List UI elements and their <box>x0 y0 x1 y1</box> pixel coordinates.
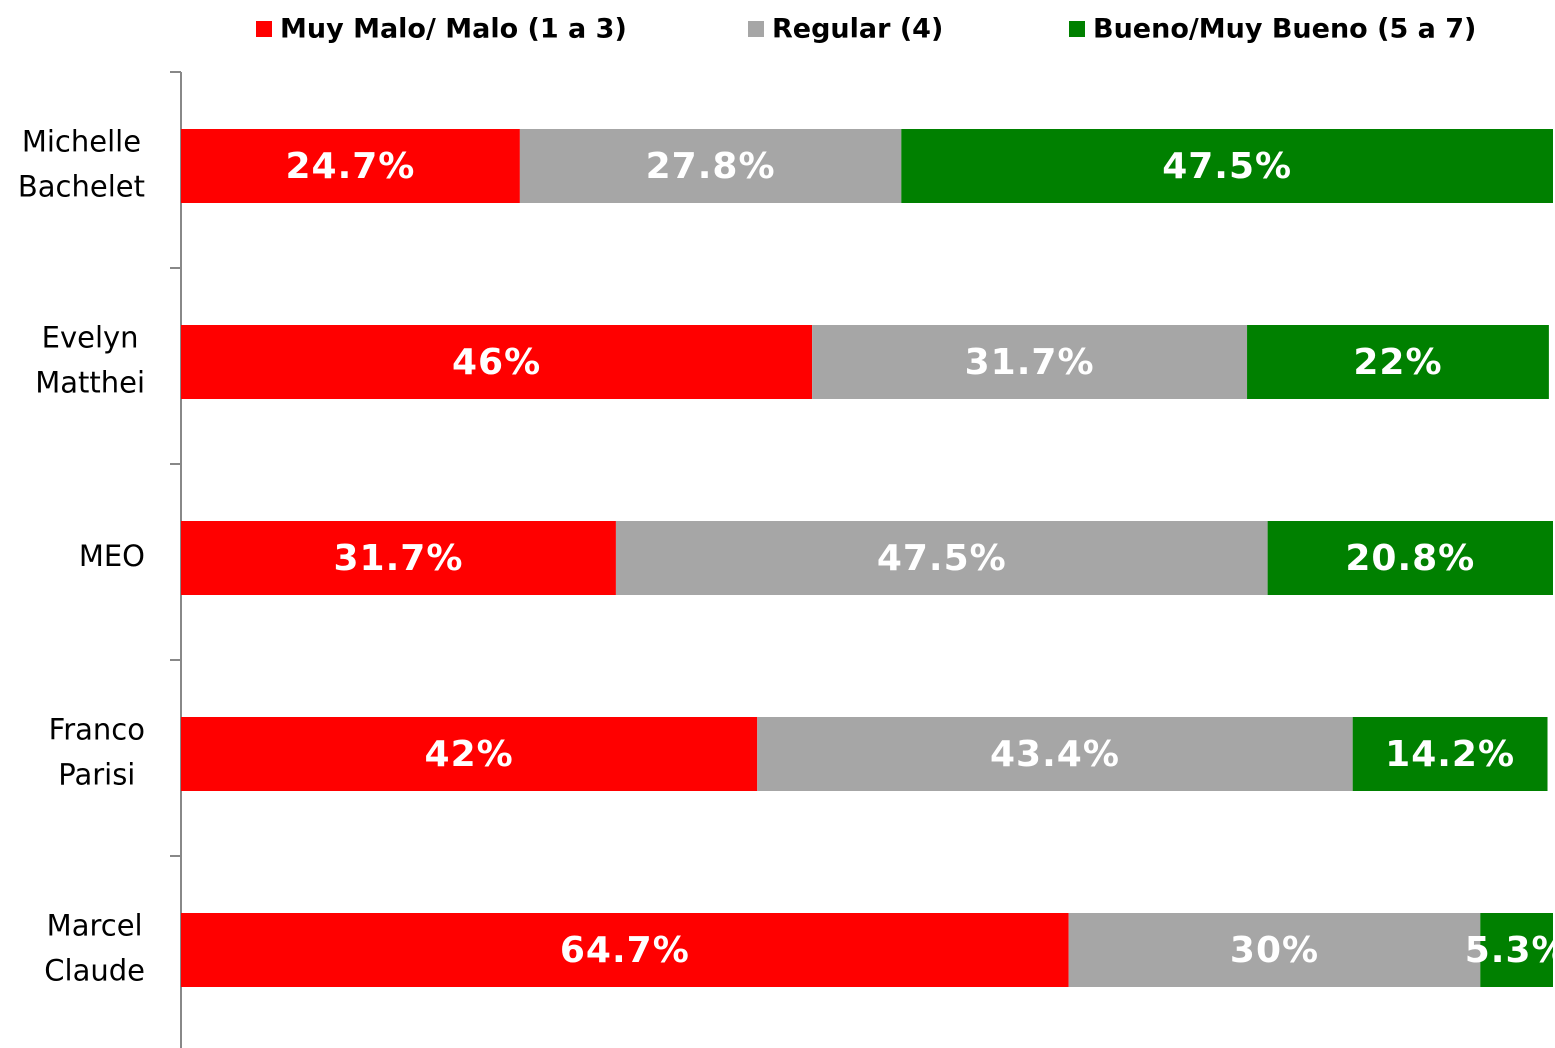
y-tick-label-line: Franco <box>49 713 145 747</box>
bar-segment <box>901 129 1553 203</box>
data-label: 43.4% <box>990 734 1120 775</box>
legend-label: Muy Malo/ Malo (1 a 3) <box>280 14 627 45</box>
y-tick-label: Franco Parisi <box>49 713 145 792</box>
y-tick-label-line: Michelle <box>22 125 141 159</box>
y-tick-label: Michelle Bachelet <box>18 125 145 204</box>
bar-segment <box>181 325 813 399</box>
data-label: 30% <box>1230 930 1319 971</box>
bar-segment <box>1068 913 1481 987</box>
bar-segment <box>812 325 1248 399</box>
data-label: 42% <box>425 734 514 775</box>
bar-segment <box>615 521 1268 595</box>
y-tick-label: Marcel Claude <box>44 909 145 988</box>
data-label: 27.8% <box>646 146 776 187</box>
y-tick-label-line: Parisi <box>58 758 135 792</box>
bar-segment <box>519 129 902 203</box>
legend-label: Bueno/Muy Bueno (5 a 7) <box>1093 14 1476 45</box>
y-tick-label: MEO <box>79 539 145 573</box>
y-tick-label-line: Claude <box>44 954 145 988</box>
bar-segment <box>181 717 758 791</box>
data-label: 22% <box>1353 342 1442 383</box>
data-label: 47.5% <box>877 538 1007 579</box>
data-label: 46% <box>452 342 541 383</box>
data-label: 14.2% <box>1385 734 1515 775</box>
y-tick-label-line: MEO <box>79 539 145 573</box>
bar-segment <box>1267 521 1553 595</box>
bar-segment <box>181 521 616 595</box>
data-label: 47.5% <box>1162 146 1292 187</box>
y-tick-label-line: Evelyn <box>42 321 139 355</box>
legend-label: Regular (4) <box>772 14 943 45</box>
data-label: 20.8% <box>1345 538 1475 579</box>
bar-segment <box>181 913 1069 987</box>
bar-segment <box>181 129 520 203</box>
bar-segment <box>1247 325 1549 399</box>
bar-segment <box>1352 717 1548 791</box>
legend-swatch <box>748 21 764 37</box>
data-label: 5.3% <box>1465 930 1555 971</box>
y-tick-label-line: Marcel <box>47 909 143 943</box>
legend-swatch <box>256 21 272 37</box>
bar-segment <box>757 717 1353 791</box>
data-label: 64.7% <box>560 930 690 971</box>
legend-swatch <box>1069 21 1085 37</box>
bar-segment <box>1480 913 1553 987</box>
y-tick-label: Evelyn Matthei <box>35 321 145 400</box>
y-tick-label-line: Bachelet <box>18 170 145 204</box>
y-tick-label-line: Matthei <box>35 366 145 400</box>
data-label: 24.7% <box>285 146 415 187</box>
data-label: 31.7% <box>965 342 1095 383</box>
data-label: 31.7% <box>334 538 464 579</box>
